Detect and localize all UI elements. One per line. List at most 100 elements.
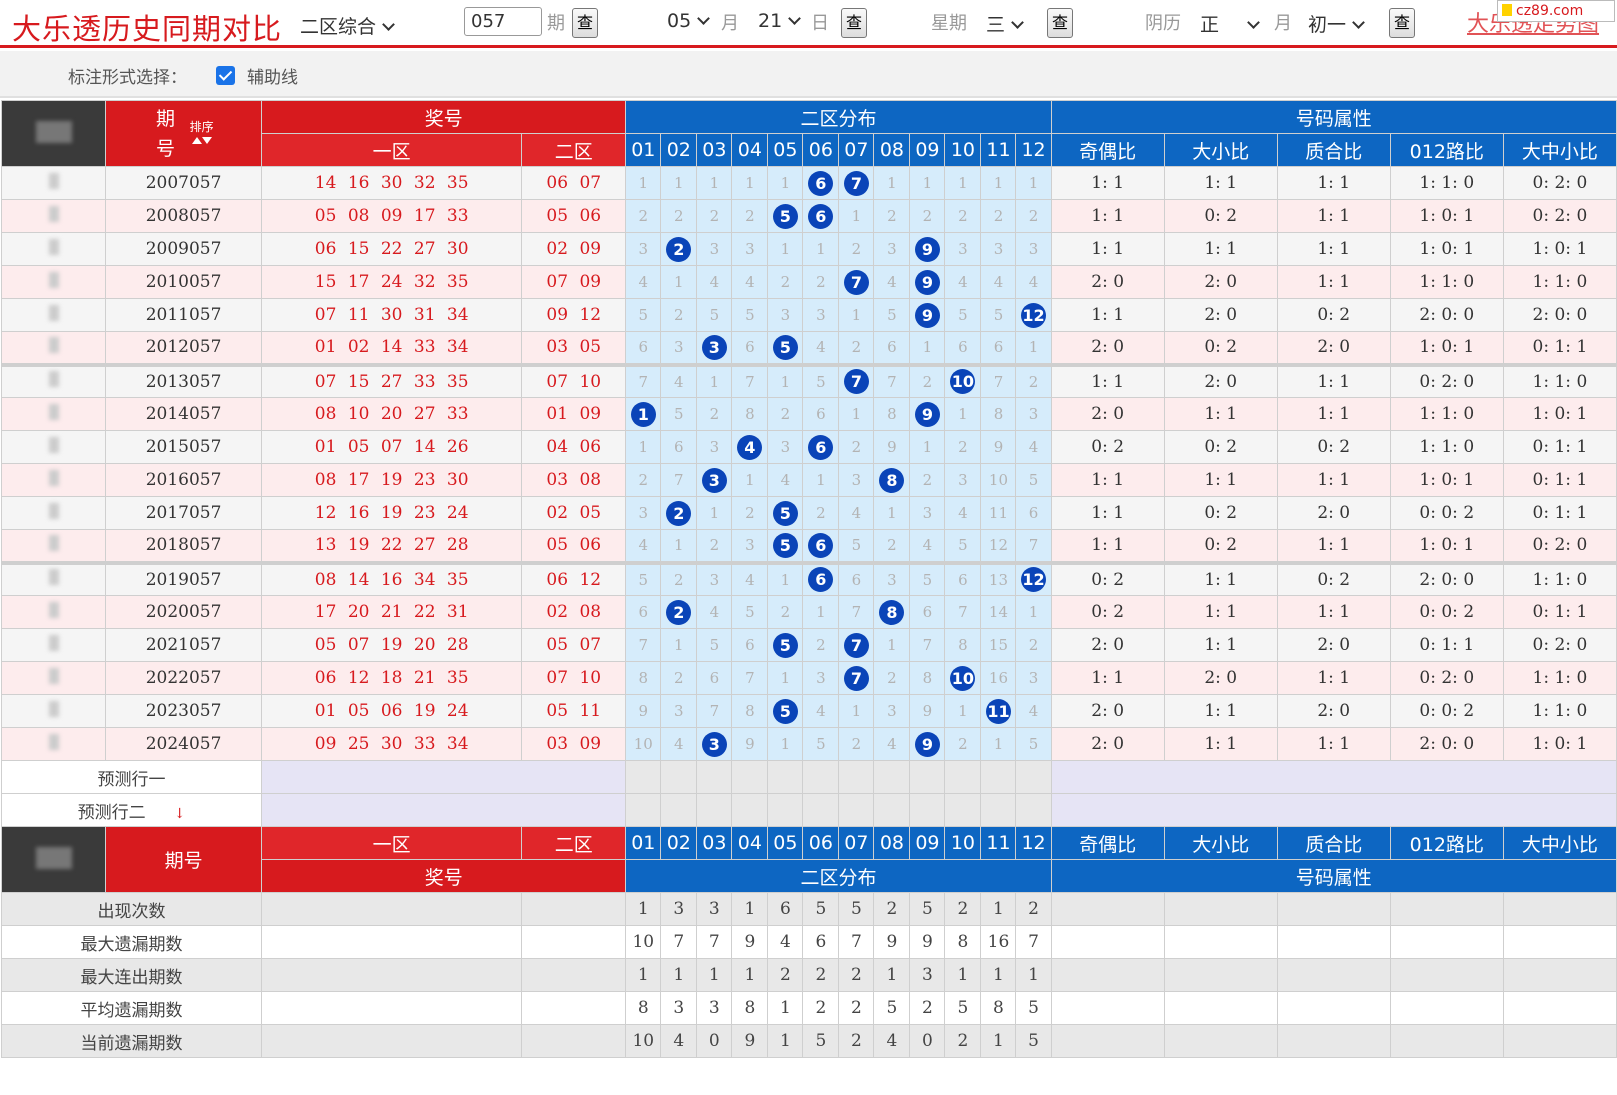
blurred-marker [48,634,59,651]
guideline-checkbox-label[interactable]: 辅助线 [247,68,298,88]
issue-cell: 2015057 [105,430,263,464]
number-col-header: 02 [660,133,698,167]
hit-ball: 9 [914,269,940,295]
distribution-cell: 2 [909,463,946,497]
weekday-select[interactable]: 三 [986,10,1024,37]
lunar-month-select[interactable]: 正 [1200,10,1260,37]
footer-number-col-header: 10 [944,826,982,860]
guideline-checkbox[interactable] [216,66,235,85]
footer-header-row-columns: 期号 一区 二区 01 02 03 04 05 06 07 08 09 10 11 12 奇偶比 大小比 质合比 0… [0,826,1617,893]
prediction-number-cell[interactable] [944,793,982,827]
distribution-cell: 1 [838,199,875,233]
prediction-number-cell[interactable] [944,760,982,794]
table-row: 2019057 08 14 16 34 35 06 12 5 2 3 4 1 6 6 3 5 6 13 12… [0,562,1617,596]
attribute-cell: 0: 1: 1 [1502,463,1617,497]
prediction-number-cell[interactable] [660,760,698,794]
distribution-cell: 4 [802,694,840,728]
weekday-query-button[interactable]: 查 [1047,8,1073,38]
stat-empty-cell [1276,991,1391,1025]
lunar-day-select[interactable]: 初一 [1308,10,1365,37]
prediction-number-cell[interactable] [873,793,911,827]
distribution-cell: 5 [944,529,982,565]
lunar-query-button[interactable]: 查 [1389,8,1415,38]
stat-empty-cell [1050,892,1165,926]
footer-attr-col-header: 012路比 [1389,826,1504,860]
attribute-cell: 0: 0: 2 [1389,595,1504,629]
issue-input[interactable] [464,7,542,36]
prediction-number-cell[interactable] [731,760,769,794]
stat-value: 3 [660,991,698,1025]
stat-value: 5 [802,1024,840,1058]
zone1-numbers-cell: 01 02 14 33 34 [261,331,523,367]
sort-up-icon[interactable] [191,136,202,144]
prediction-number-cell[interactable] [696,760,733,794]
table-row: 2020057 17 20 21 22 31 02 08 6 2 4 5 2 1 7 8 6 7 14 1 0… [0,595,1617,629]
distribution-cell: 6 [944,562,982,596]
distribution-cell: 11 [980,496,1017,530]
distribution-cell: 6 [873,331,911,367]
stat-empty-cell [1389,892,1504,926]
prediction-number-cell[interactable] [873,760,911,794]
distribution-cell: 2 [838,727,875,761]
month-select[interactable]: 05 [667,10,711,32]
prediction-number-cell[interactable] [767,793,804,827]
distribution-cell: 6 [731,331,769,367]
stat-value: 9 [731,925,769,959]
zone2-numbers-cell: 05 06 [521,199,627,233]
date-query-button[interactable]: 查 [841,8,867,38]
prediction-number-cell[interactable] [625,760,662,794]
prediction-row[interactable]: 预测行一 [0,760,1617,794]
mode-select[interactable]: 二区综合 [300,12,395,39]
distribution-cell: 6 [625,595,662,629]
distribution-cell: 1 [660,628,698,662]
prediction-number-cell[interactable] [1015,793,1052,827]
prediction-row[interactable]: 预测行二 ↓ [0,793,1617,827]
attribute-cell: 0: 2 [1050,562,1165,596]
prediction-number-cell[interactable] [838,793,875,827]
zone2-numbers-cell: 05 11 [521,694,627,728]
prediction-number-cell[interactable] [980,793,1017,827]
distribution-cell: 7 [909,628,946,662]
prediction-prize-cell[interactable] [261,760,627,794]
distribution-cell: 5 [802,364,840,398]
prediction-number-cell[interactable] [909,760,946,794]
distribution-cell: 8 [873,463,911,497]
prediction-number-cell[interactable] [696,793,733,827]
prediction-number-cell[interactable] [980,760,1017,794]
distribution-cell: 3 [696,430,733,464]
distribution-cell: 1 [731,166,769,200]
hit-ball: 9 [914,731,940,757]
distribution-cell: 9 [909,265,946,299]
stat-value: 5 [1015,991,1052,1025]
prediction-number-cell[interactable] [767,760,804,794]
footer-corner-cell [0,826,107,893]
prediction-number-cell[interactable] [625,793,662,827]
stat-empty-cell [521,958,627,992]
prediction-number-cell[interactable] [731,793,769,827]
hit-ball: 7 [843,369,869,395]
prediction-number-cell[interactable] [802,760,840,794]
prediction-number-cell[interactable] [660,793,698,827]
stat-value: 5 [873,991,911,1025]
issue-cell: 2012057 [105,331,263,367]
prediction-prize-cell[interactable] [261,793,627,827]
stat-value: 1 [944,958,982,992]
prediction-number-cell[interactable] [802,793,840,827]
distribution-cell: 3 [731,529,769,565]
footer-number-col-header: 09 [909,826,946,860]
prediction-number-cell[interactable] [909,793,946,827]
sort-down-icon[interactable] [201,136,212,144]
distribution-cell: 8 [625,661,662,695]
stat-empty-cell [521,1024,627,1058]
distribution-cell: 7 [838,364,875,398]
row-marker-cell [0,628,107,662]
issue-query-button[interactable]: 查 [572,8,598,38]
lunar-month-unit-label: 月 [1274,13,1292,34]
hit-ball: 7 [843,170,869,196]
prediction-number-cell[interactable] [838,760,875,794]
attribute-cell: 0: 2 [1276,430,1391,464]
day-select[interactable]: 21 [758,10,802,32]
sort-toggle[interactable]: 排序 [190,120,214,147]
prediction-number-cell[interactable] [1015,760,1052,794]
attr-col-header: 大中小比 [1502,133,1617,167]
